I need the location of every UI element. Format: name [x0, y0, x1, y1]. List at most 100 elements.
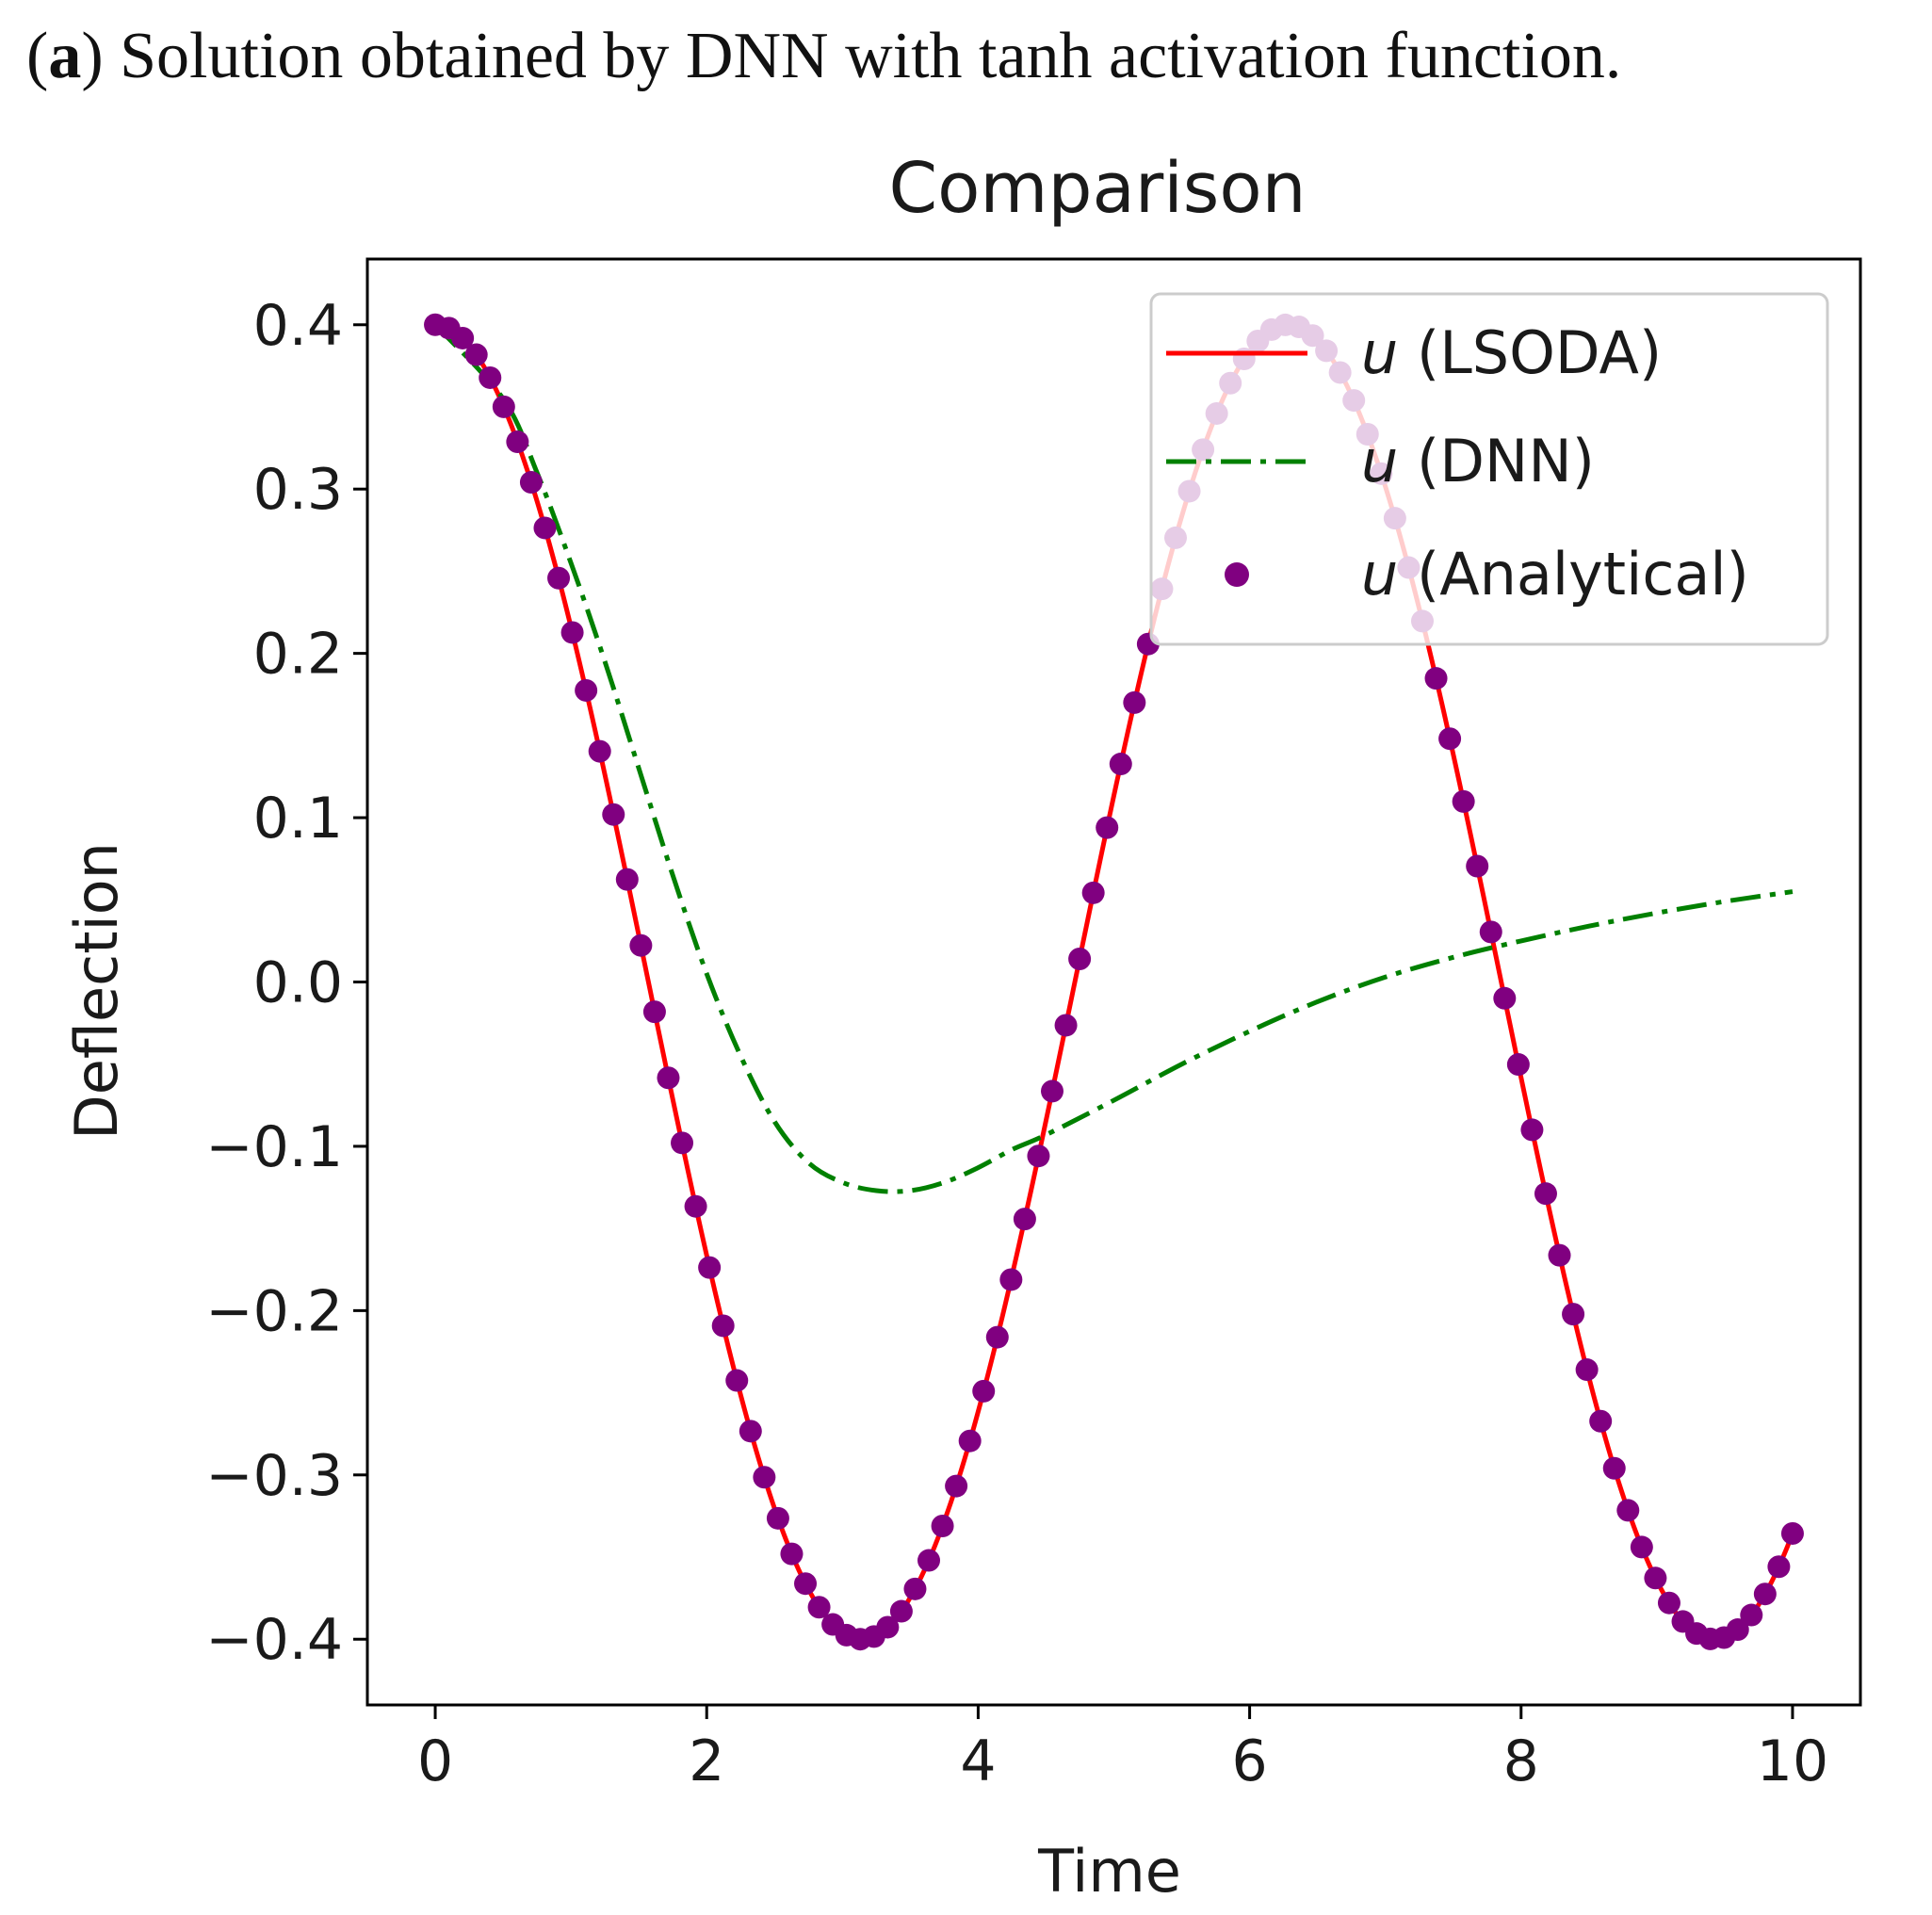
analytical-point	[629, 933, 653, 957]
analytical-point	[1452, 789, 1475, 813]
legend-box	[1149, 292, 1829, 646]
analytical-point	[1534, 1182, 1557, 1206]
analytical-point	[917, 1549, 941, 1572]
y-tick-label: −0.4	[205, 1607, 343, 1673]
y-tick-label: 0.4	[253, 293, 343, 359]
analytical-point	[1589, 1409, 1613, 1433]
plot-frame	[365, 257, 1862, 1707]
legend: u (LSODA) u (DNN) u (Analytical)	[1149, 292, 1829, 646]
analytical-point	[1767, 1555, 1791, 1579]
legend-text-analytical: (Analytical)	[1398, 540, 1749, 609]
analytical-point	[575, 678, 598, 702]
analytical-point	[889, 1599, 913, 1623]
analytical-point	[1726, 1618, 1749, 1642]
analytical-point	[560, 621, 584, 644]
analytical-point	[1630, 1535, 1653, 1559]
analytical-point	[903, 1577, 927, 1600]
y-tick-label: −0.3	[205, 1443, 343, 1509]
analytical-point	[1027, 1144, 1050, 1168]
analytical-point	[1780, 1521, 1804, 1545]
x-axis: 0 2 4 6 8 10	[417, 1705, 1828, 1794]
y-tick-label: 0.0	[253, 950, 343, 1016]
analytical-point	[985, 1325, 1009, 1349]
chart-title: Comparison	[888, 148, 1306, 229]
analytical-point	[1740, 1603, 1763, 1627]
analytical-point	[1575, 1358, 1599, 1382]
y-tick-label: 0.2	[253, 622, 343, 688]
legend-swatch-analytical	[1225, 562, 1249, 587]
analytical-point	[972, 1379, 996, 1403]
analytical-point	[1109, 753, 1132, 776]
analytical-point	[479, 365, 502, 389]
analytical-point	[1616, 1499, 1640, 1522]
analytical-point	[739, 1420, 762, 1443]
analytical-point	[1506, 1053, 1530, 1077]
caption-open-paren: (	[26, 20, 49, 92]
analytical-point	[492, 395, 515, 418]
analytical-point	[999, 1268, 1023, 1291]
analytical-point	[698, 1256, 722, 1279]
legend-label-lsoda: u (LSODA)	[1361, 318, 1662, 387]
analytical-point	[547, 566, 571, 590]
analytical-point	[1068, 948, 1092, 971]
analytical-point	[1479, 920, 1502, 944]
analytical-point	[945, 1474, 968, 1498]
analytical-point	[1520, 1118, 1544, 1142]
analytical-point	[1602, 1456, 1626, 1480]
legend-var-dnn: u	[1361, 427, 1398, 495]
analytical-point	[602, 803, 625, 826]
series-line-dnn	[433, 323, 1794, 1194]
x-axis-label: Time	[1037, 1837, 1181, 1906]
analytical-point	[753, 1466, 776, 1489]
analytical-point	[519, 471, 543, 495]
analytical-point	[1562, 1303, 1585, 1326]
analytical-point	[1041, 1079, 1063, 1103]
analytical-point	[657, 1066, 680, 1090]
analytical-point	[711, 1314, 735, 1338]
analytical-point	[931, 1515, 954, 1538]
caption-text: ) Solution obtained by DNN with tanh act…	[81, 20, 1622, 92]
x-tick-label: 6	[1231, 1728, 1267, 1794]
legend-label-analytical: u (Analytical)	[1361, 540, 1749, 609]
caption-label: a	[48, 20, 82, 92]
analytical-point	[1054, 1014, 1078, 1037]
analytical-point	[1493, 986, 1517, 1010]
analytical-point	[958, 1429, 982, 1452]
x-tick-label: 10	[1757, 1728, 1828, 1794]
figure-caption: (a) Solution obtained by DNN with tanh a…	[26, 17, 1920, 96]
analytical-point	[1438, 727, 1462, 751]
x-tick-label: 0	[417, 1728, 453, 1794]
analytical-point	[506, 430, 529, 454]
analytical-point	[533, 516, 557, 540]
analytical-point	[766, 1506, 789, 1530]
analytical-point	[780, 1542, 804, 1566]
analytical-point	[725, 1369, 749, 1392]
analytical-point	[1081, 881, 1105, 904]
y-tick-label: −0.2	[205, 1278, 343, 1344]
analytical-point	[1096, 816, 1119, 839]
legend-var-lsoda: u	[1361, 318, 1398, 387]
series-line-lsoda	[434, 322, 1795, 1642]
legend-label-dnn: u (DNN)	[1361, 427, 1595, 495]
x-tick-label: 2	[689, 1728, 724, 1794]
y-axis: 0.4 0.3 0.2 0.1 0.0 −0.1 −0.2 −0.3 −0.4	[205, 293, 367, 1673]
legend-text-dnn: (DNN)	[1398, 427, 1595, 495]
analytical-point	[1548, 1243, 1571, 1267]
analytical-point	[684, 1194, 707, 1218]
analytical-point	[1644, 1566, 1667, 1590]
analytical-point	[1013, 1208, 1036, 1231]
analytical-point	[588, 739, 611, 763]
analytical-point	[876, 1615, 900, 1639]
analytical-point	[1657, 1591, 1680, 1615]
analytical-point	[1753, 1582, 1777, 1606]
analytical-point	[1466, 854, 1489, 878]
y-tick-label: 0.3	[253, 457, 343, 523]
x-tick-label: 8	[1503, 1728, 1539, 1794]
analytical-point	[451, 326, 475, 349]
analytical-point	[615, 868, 639, 891]
y-axis-label: Deflection	[62, 842, 131, 1140]
analytical-point	[642, 1000, 666, 1024]
analytical-point	[794, 1572, 818, 1596]
y-tick-label: 0.1	[253, 786, 343, 852]
